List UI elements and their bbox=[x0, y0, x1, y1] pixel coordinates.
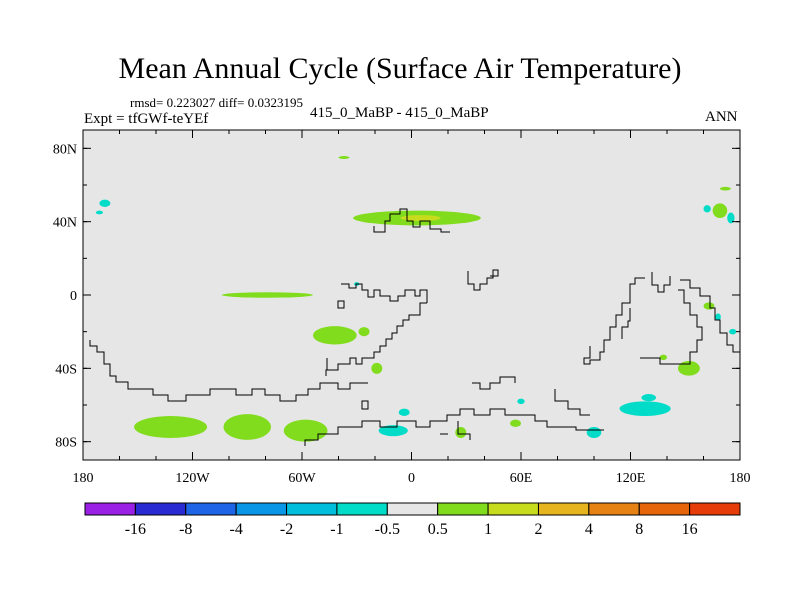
anomaly-region-6 bbox=[134, 416, 208, 438]
anomaly-region-5 bbox=[371, 362, 383, 374]
y-tick-label-3: 40S bbox=[55, 362, 77, 377]
y-tick-label-1: 40N bbox=[53, 216, 77, 231]
anomaly-region-11 bbox=[378, 425, 408, 437]
colorbar-label-10: 8 bbox=[635, 521, 643, 538]
colorbar-label-2: -4 bbox=[229, 521, 242, 538]
colorbar-swatch-9 bbox=[537, 502, 590, 516]
anomaly-region-10 bbox=[586, 427, 602, 438]
anomaly-region-24 bbox=[703, 205, 711, 213]
coastline-south-america bbox=[89, 340, 368, 402]
anomaly-region-1 bbox=[400, 215, 441, 221]
y-tick-label-2: 0 bbox=[70, 289, 77, 304]
colorbar: -16 -8 -4 -2 -1 -0.5 0.5 1 2 4 8 16 bbox=[84, 502, 741, 538]
anomaly-region-23 bbox=[727, 212, 735, 224]
coastline-africa-west bbox=[341, 283, 428, 303]
comparison-label: 415_0_MaBP - 415_0_MaBP bbox=[310, 105, 489, 121]
coastline-arabia bbox=[467, 269, 499, 291]
colorbar-swatch-7 bbox=[437, 502, 489, 516]
colorbar-swatch-4 bbox=[286, 502, 338, 516]
colorbar-swatch-11 bbox=[638, 502, 691, 516]
y-tick-label-0: 80N bbox=[53, 142, 77, 157]
colorbar-label-1: -8 bbox=[179, 521, 192, 538]
coastline-indonesia bbox=[621, 308, 631, 339]
anomaly-region-3 bbox=[312, 326, 357, 345]
anomaly-region-25 bbox=[99, 199, 111, 207]
anomaly-region-9 bbox=[619, 401, 671, 416]
coastline-island-small-1 bbox=[472, 376, 516, 390]
coastline-pacific-islands bbox=[640, 272, 740, 365]
coastline-australia bbox=[583, 277, 645, 365]
x-tick-label-6: 180 bbox=[730, 471, 751, 486]
anomaly-region-13 bbox=[455, 427, 467, 438]
x-tick-label-5: 120E bbox=[616, 471, 646, 486]
anomaly-region-21 bbox=[712, 203, 728, 219]
coastline-antarctica bbox=[304, 389, 604, 446]
anomaly-region-15 bbox=[641, 394, 657, 402]
colorbar-label-0: -16 bbox=[125, 521, 146, 538]
colorbar-label-9: 4 bbox=[585, 521, 593, 538]
axes-layer: 180 120W 60W 0 60E 120E 180 80N 40N 0 40S 80S bbox=[53, 130, 751, 486]
y-tick-label-4: 80S bbox=[55, 436, 77, 451]
x-tick-label-1: 120W bbox=[175, 471, 210, 486]
colorbar-swatch-3 bbox=[235, 502, 288, 516]
coastline-island-small-4 bbox=[440, 421, 471, 440]
anomaly-region-14 bbox=[510, 419, 521, 428]
x-tick-label-4: 60E bbox=[510, 471, 533, 486]
anomaly-region-19 bbox=[715, 313, 721, 321]
chart-title: Mean Annual Cycle (Surface Air Temperatu… bbox=[118, 52, 682, 85]
anomaly-region-8 bbox=[283, 419, 328, 442]
anomaly-region-4 bbox=[358, 327, 370, 337]
anomaly-region-22 bbox=[719, 186, 731, 191]
colorbar-label-11: 16 bbox=[682, 521, 698, 538]
anomaly-region-12 bbox=[398, 408, 410, 417]
anomaly-region-2 bbox=[221, 292, 313, 298]
x-tick-label-0: 180 bbox=[73, 471, 94, 486]
colorbar-swatch-6 bbox=[386, 502, 439, 516]
anomaly-region-20 bbox=[729, 328, 737, 335]
coastline-layer bbox=[89, 208, 740, 446]
anomaly-region-27 bbox=[338, 156, 350, 159]
stats-label: rmsd= 0.223027 diff= 0.0323195 bbox=[130, 95, 303, 110]
coastline-island-small-3 bbox=[326, 300, 345, 370]
colorbar-swatch-12 bbox=[689, 502, 741, 516]
colorbar-swatch-2 bbox=[185, 502, 237, 516]
coastline-africa-south bbox=[325, 302, 427, 376]
colorbar-swatch-10 bbox=[588, 502, 640, 516]
anomaly-region-29 bbox=[517, 398, 525, 405]
season-label: ANN bbox=[705, 109, 738, 125]
anomaly-region-18 bbox=[703, 302, 715, 310]
colorbar-label-8: 2 bbox=[534, 521, 542, 538]
x-tick-label-2: 60W bbox=[288, 471, 316, 486]
anomaly-region-16 bbox=[677, 361, 700, 376]
coastline-island-small-2 bbox=[361, 400, 369, 410]
colorbar-label-5: -0.5 bbox=[375, 521, 400, 538]
coastline-asia bbox=[373, 208, 450, 233]
anomaly-region-26 bbox=[95, 210, 104, 215]
colorbar-swatch-0 bbox=[84, 502, 136, 516]
colorbar-swatch-8 bbox=[487, 502, 539, 516]
colorbar-label-4: -1 bbox=[330, 521, 343, 538]
colorbar-label-3: -2 bbox=[280, 521, 293, 538]
anomaly-region-7 bbox=[223, 414, 271, 440]
colorbar-swatch-5 bbox=[336, 502, 388, 516]
x-tick-label-3: 0 bbox=[408, 471, 415, 486]
colorbar-label-6: 0.5 bbox=[428, 521, 448, 538]
colorbar-swatch-1 bbox=[134, 502, 187, 516]
colorbar-label-7: 1 bbox=[484, 521, 492, 538]
anomaly-region-17 bbox=[659, 354, 667, 361]
experiment-label: Expt = tfGWf-teYEf bbox=[84, 111, 209, 127]
